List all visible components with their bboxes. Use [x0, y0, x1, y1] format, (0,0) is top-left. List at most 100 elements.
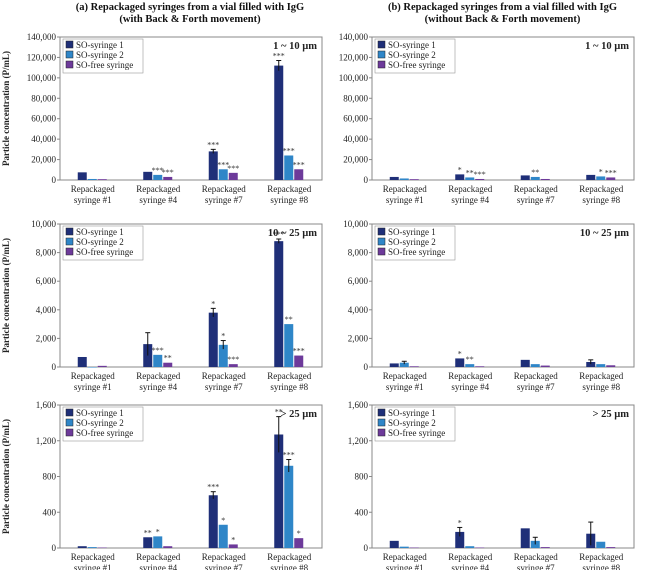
chart-a-3-y-axis-label: Particle concentration (P/mL) — [1, 419, 11, 534]
chart-b-2-category-label: syringe #4 — [451, 382, 489, 392]
chart-b-2-plot-frame — [371, 223, 635, 368]
chart-b-2-category-label: Repackaged — [383, 371, 427, 381]
chart-b-2-category-label: syringe #1 — [386, 382, 424, 392]
chart-a-1-bar-so-syringe-1-2 — [143, 171, 153, 180]
chart-b-1-significance-mark: *** — [474, 170, 486, 179]
chart-a-1-category-label: Repackaged — [202, 184, 246, 194]
chart-a-2-legend-entry: SO-syringe 2 — [76, 237, 124, 247]
chart-a-1-significance-mark: *** — [162, 168, 174, 177]
chart-a-3-bar-so-syringe-2-3 — [218, 524, 228, 548]
chart-b-2-category-label: syringe #8 — [582, 382, 620, 392]
chart-b-1-category-label: syringe #1 — [386, 195, 424, 205]
chart-a-2-significance-mark: *** — [152, 346, 164, 355]
chart-b-3-category-label: syringe #4 — [451, 563, 489, 570]
chart-b-3-bar-so-free-syringe-4 — [606, 547, 616, 548]
chart-a-3-category-label: Repackaged — [136, 552, 180, 562]
chart-a-3-legend-entry: SO-free syringe — [76, 428, 133, 438]
chart-a-1-significance-mark: *** — [217, 160, 229, 169]
chart-a-1-ytick-label: 60,000 — [31, 114, 56, 124]
chart-b-3-ytick-label: 1,200 — [348, 436, 369, 446]
chart-b-1-bar-so-syringe-2-3 — [530, 176, 540, 180]
chart-a-1-bar-so-syringe-1-3 — [208, 151, 218, 180]
chart-b-1-bar-so-syringe-1-3 — [520, 175, 530, 180]
chart-b-1-legend-swatch — [377, 60, 386, 69]
chart-b-2-ytick-label: 6,000 — [348, 276, 369, 286]
chart-a-3-category-label: Repackaged — [202, 552, 246, 562]
panel-b-title-line2: (without Back & Forth movement) — [424, 14, 581, 25]
chart-b-2-significance-mark: ** — [466, 355, 474, 364]
chart-b-2-bar-so-free-syringe-1 — [409, 366, 419, 367]
chart-a-2-bar-so-syringe-1-1 — [77, 356, 87, 367]
chart-a-2-bar-so-free-syringe-4 — [294, 355, 304, 367]
chart-b-3-ytick-label: 1,600 — [348, 400, 369, 410]
chart-b-3-bar-so-free-syringe-2 — [475, 547, 485, 549]
chart-a-2-bar-so-syringe-2-2 — [153, 354, 163, 367]
chart-b-2-bar-so-syringe-1-2 — [455, 358, 465, 367]
chart-a-3-ytick-label: 0 — [52, 543, 57, 553]
chart-a-2-category-label: Repackaged — [71, 371, 115, 381]
chart-b-1-ytick-label: 40,000 — [343, 134, 368, 144]
chart-b-1-category-label: Repackaged — [383, 184, 427, 194]
chart-b-3-bar-so-syringe-2-1 — [399, 546, 409, 548]
chart-b-1-bar-so-free-syringe-3 — [540, 178, 550, 180]
chart-b-2-category-label: Repackaged — [448, 371, 492, 381]
chart-b-3-legend-swatch — [377, 428, 386, 437]
chart-a-1-legend-box — [62, 38, 144, 74]
chart-b-3-category-label: Repackaged — [579, 552, 623, 562]
chart-a-1-significance-mark: *** — [293, 160, 305, 169]
chart-b-1-category-label: syringe #8 — [582, 195, 620, 205]
chart-a-3-significance-mark: * — [231, 535, 235, 544]
chart-b-3-bar-so-syringe-2-4 — [596, 541, 606, 548]
chart-b-2-bar-so-free-syringe-3 — [540, 365, 550, 367]
chart-b-3-legend-entry: SO-syringe 2 — [388, 418, 436, 428]
chart-b-1-bar-so-syringe-1-4 — [586, 174, 596, 180]
chart-a-3-legend-entry: SO-syringe 1 — [76, 408, 124, 418]
chart-b-3-category-label: syringe #1 — [386, 563, 424, 570]
chart-a-3-legend-swatch — [65, 428, 74, 437]
chart-b-2-ytick-label: 4,000 — [348, 305, 369, 315]
chart-b-3-legend-swatch — [377, 408, 386, 417]
chart-b-1-ytick-label: 0 — [364, 175, 369, 185]
chart-b-2-legend-swatch — [377, 227, 386, 236]
chart-a-3-bar-so-syringe-1-1 — [77, 546, 87, 548]
chart-a-2-ytick-label: 4,000 — [36, 305, 57, 315]
chart-b-2-size-range-label: 10 ~ 25 µm — [580, 228, 629, 239]
chart-a-2-category-label: syringe #4 — [139, 382, 177, 392]
chart-a-1-plot-frame — [59, 36, 323, 181]
chart-a-1-ytick-label: 20,000 — [31, 155, 56, 165]
chart-b-3-legend-entry: SO-free syringe — [388, 428, 445, 438]
chart-b-2-bar-so-free-syringe-4 — [606, 365, 616, 367]
chart-b-3-bar-so-syringe-1-1 — [389, 540, 399, 548]
chart-b-3-legend-swatch — [377, 418, 386, 427]
chart-b-1-bar-so-syringe-2-2 — [465, 177, 475, 180]
chart-b-1-category-label: syringe #7 — [517, 195, 555, 205]
chart-b-2-bar-so-free-syringe-2 — [475, 366, 485, 367]
chart-a-2-bar-so-syringe-2-1 — [87, 367, 97, 368]
chart-a-1-ytick-label: 40,000 — [31, 134, 56, 144]
chart-a-1-category-label: syringe #4 — [139, 195, 177, 205]
chart-a-2-legend-entry: SO-free syringe — [76, 247, 133, 257]
chart-a-1-ytick-label: 0 — [52, 175, 57, 185]
chart-a-2-legend-swatch — [65, 237, 74, 246]
chart-b-3-significance-mark: * — [458, 518, 462, 527]
chart-b-1-bar-so-syringe-1-1 — [389, 176, 399, 180]
chart-a-3-bar-so-syringe-1-4 — [274, 434, 284, 548]
chart-b-1-category-label: syringe #4 — [451, 195, 489, 205]
chart-a-2-legend-box — [62, 225, 144, 261]
chart-a-2-significance-mark: *** — [273, 230, 285, 239]
chart-a-2-category-label: syringe #1 — [74, 382, 112, 392]
chart-b-2-category-label: Repackaged — [514, 371, 558, 381]
chart-a-2-bar-so-syringe-2-3 — [218, 344, 228, 367]
chart-b-3-ytick-label: 0 — [364, 543, 369, 553]
chart-b-3-bar-so-free-syringe-1 — [409, 547, 419, 549]
chart-b-1-legend-swatch — [377, 40, 386, 49]
chart-a-2-ytick-label: 6,000 — [36, 276, 57, 286]
chart-b-2-legend-entry: SO-free syringe — [388, 247, 445, 257]
chart-b-3-legend-box — [374, 406, 456, 442]
chart-b-2-legend-box — [374, 225, 456, 261]
chart-b-1-ytick-label: 20,000 — [343, 155, 368, 165]
panel-a-title-line1: (a) Repackaged syringes from a vial fill… — [75, 2, 305, 13]
chart-b-1-size-range-label: 1 ~ 10 µm — [585, 41, 629, 52]
chart-a-3-significance-mark: ** — [275, 408, 283, 417]
